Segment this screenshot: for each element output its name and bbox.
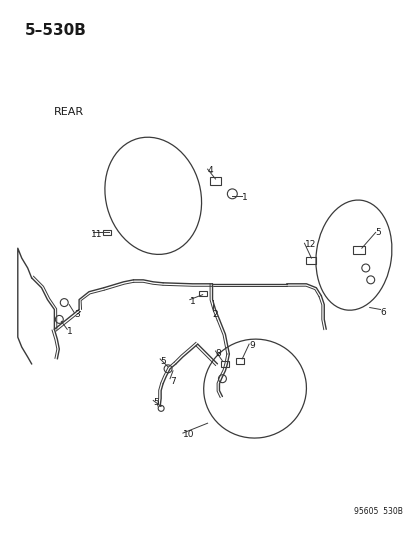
Text: 3: 3 xyxy=(74,310,80,319)
Text: 4: 4 xyxy=(207,166,213,175)
Text: 5: 5 xyxy=(160,357,166,366)
Bar xyxy=(209,177,221,185)
Text: 1: 1 xyxy=(242,193,247,202)
Text: 8: 8 xyxy=(215,349,221,358)
Text: 5: 5 xyxy=(375,229,380,237)
Text: REAR: REAR xyxy=(54,107,84,117)
Text: 5: 5 xyxy=(153,399,159,407)
Text: 12: 12 xyxy=(304,240,315,249)
Text: 6: 6 xyxy=(380,308,385,317)
Bar xyxy=(102,230,110,235)
Text: 95605  530B: 95605 530B xyxy=(353,507,402,516)
Text: 7: 7 xyxy=(170,377,176,386)
Text: 10: 10 xyxy=(183,430,194,439)
Bar xyxy=(198,291,206,296)
Text: 11: 11 xyxy=(91,230,102,239)
Bar xyxy=(236,358,244,364)
Text: 9: 9 xyxy=(249,341,254,350)
Text: 5–530B: 5–530B xyxy=(25,23,86,38)
Bar xyxy=(306,256,316,263)
Bar xyxy=(221,361,229,367)
Text: 1: 1 xyxy=(67,327,73,336)
Text: 2: 2 xyxy=(212,310,218,319)
Text: 1: 1 xyxy=(189,297,195,305)
Bar xyxy=(352,246,364,254)
